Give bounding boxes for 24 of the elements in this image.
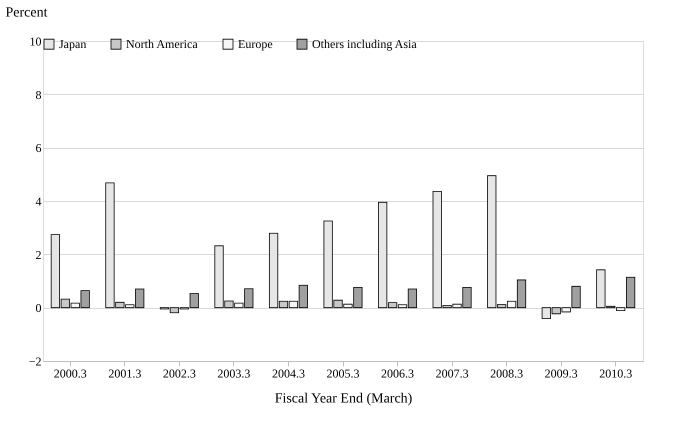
x-tick-label: 2001.3 [108, 366, 142, 380]
x-tick-label: 2000.3 [54, 366, 87, 380]
legend-label: North America [126, 37, 198, 52]
legend-label: Others including Asia [312, 37, 418, 52]
x-tick-label: 2002.3 [162, 366, 196, 380]
x-tick-label: 2007.3 [436, 366, 469, 380]
y-tick-label: −2 [28, 354, 42, 368]
y-tick-label: 10 [30, 34, 42, 48]
y-tick-label: 6 [36, 141, 42, 156]
y-tick-label: 4 [36, 194, 42, 208]
y-axis-title: Percent [6, 6, 48, 20]
x-tick-label: 2005.3 [326, 366, 360, 380]
legend-label: Japan [59, 37, 86, 52]
x-tick-label: 2006.3 [381, 366, 414, 380]
y-tick-label: 0 [36, 301, 42, 316]
x-tick-label: 2003.3 [217, 366, 250, 380]
x-tick-label: 2008.3 [490, 366, 524, 380]
x-tick-label: 2004.3 [272, 366, 305, 380]
x-tick-label: 2009.3 [544, 366, 578, 380]
y-tick-label: 2 [36, 248, 42, 262]
x-axis-title: Fiscal Year End (March) [274, 392, 413, 406]
y-tick-label: 8 [36, 88, 42, 102]
legend-label: Europe [238, 37, 273, 52]
x-tick-label: 2010.3 [599, 366, 632, 380]
